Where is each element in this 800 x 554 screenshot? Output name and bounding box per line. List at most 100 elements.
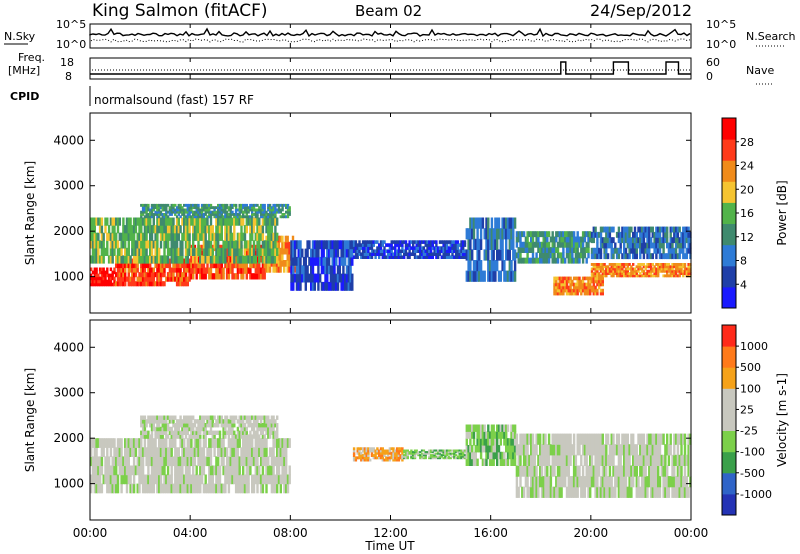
heat-cell	[249, 423, 252, 428]
heat-cell	[628, 454, 631, 466]
heat-cell	[276, 474, 279, 485]
heat-cell	[490, 445, 494, 453]
heat-cell	[240, 208, 243, 212]
heat-cell	[542, 476, 545, 488]
heat-cell	[363, 243, 367, 247]
heat-cell	[286, 260, 289, 267]
heat-cell	[340, 248, 343, 258]
heat-cell	[158, 267, 161, 273]
heat-cell	[186, 465, 189, 476]
heat-cell	[115, 483, 118, 494]
heat-cell	[606, 272, 610, 275]
heat-cell	[199, 208, 202, 212]
heat-cell	[445, 252, 449, 256]
heat-cell	[161, 263, 164, 269]
heat-cell	[327, 281, 331, 291]
heat-cell	[225, 250, 229, 257]
heat-cell	[360, 454, 363, 457]
heat-cell	[199, 210, 202, 214]
heat-cell	[172, 272, 175, 278]
heat-cell	[508, 238, 511, 250]
heat-cell	[558, 465, 561, 477]
heat-cell	[313, 248, 316, 258]
heat-cell	[624, 433, 628, 445]
heat-cell	[429, 449, 433, 452]
heat-cell	[419, 457, 422, 460]
heat-cell	[669, 272, 672, 275]
heat-cell	[388, 458, 392, 462]
heat-cell	[268, 213, 272, 216]
heat-cell	[200, 206, 204, 210]
heat-cell	[363, 249, 367, 253]
heat-cell	[683, 263, 687, 266]
heat-cell	[603, 444, 606, 456]
heat-cell	[623, 274, 626, 278]
heat-cell	[352, 451, 356, 455]
heat-cell	[449, 246, 452, 250]
heat-cell	[217, 255, 220, 264]
heat-cell	[268, 419, 272, 424]
heat-cell	[93, 276, 96, 281]
heat-cell	[667, 454, 671, 466]
heat-cell	[181, 474, 184, 485]
heat-cell	[220, 273, 223, 280]
heat-cell	[360, 456, 363, 460]
heat-cell	[619, 269, 622, 273]
heat-cell	[165, 276, 168, 282]
heat-cell	[635, 272, 638, 275]
heat-cell	[258, 465, 261, 476]
heat-cell	[181, 208, 184, 212]
heat-cell	[361, 449, 365, 453]
heat-cell	[406, 455, 409, 458]
heat-cell	[395, 451, 399, 455]
heat-cell	[261, 483, 265, 494]
heat-cell	[242, 206, 245, 210]
heat-cell	[678, 237, 681, 244]
heat-cell	[476, 424, 479, 432]
heat-cell	[424, 249, 427, 253]
heat-cell	[603, 247, 606, 254]
heat-cell	[286, 438, 290, 448]
heat-cell	[649, 263, 653, 266]
heat-cell	[211, 438, 214, 448]
heat-cell	[640, 465, 644, 477]
heat-cell	[217, 247, 220, 256]
heat-cell	[283, 266, 286, 273]
heat-cell	[188, 267, 191, 273]
heat-cell	[542, 433, 545, 445]
heat-cell	[485, 458, 488, 466]
heat-cell	[435, 246, 438, 250]
heat-cell	[676, 263, 680, 266]
heat-cell	[567, 486, 570, 498]
heat-cell	[145, 281, 148, 287]
heat-cell	[288, 213, 291, 216]
heat-cell	[267, 206, 270, 210]
heat-cell	[515, 465, 519, 477]
heat-cell	[315, 248, 318, 258]
heat-cell	[601, 433, 604, 445]
heat-cell	[245, 434, 248, 439]
heat-cell	[220, 247, 223, 256]
heat-cell	[215, 261, 218, 269]
heat-cell	[397, 249, 401, 253]
heat-cell	[673, 263, 676, 266]
heat-cell	[458, 454, 461, 457]
heat-cell	[596, 291, 599, 296]
heat-cell	[479, 228, 483, 240]
heat-cell	[678, 486, 681, 498]
heat-cell	[127, 225, 130, 234]
heat-cell	[242, 203, 245, 207]
heat-cell	[211, 430, 214, 435]
heat-cell	[104, 282, 107, 287]
heat-cell	[231, 255, 234, 264]
heat-cell	[132, 272, 136, 278]
heat-cell	[412, 249, 415, 253]
heat-cell	[179, 276, 182, 282]
heat-cell	[225, 415, 229, 420]
heat-cell	[560, 288, 563, 293]
heat-cell	[603, 265, 606, 269]
heat-cell	[608, 231, 612, 238]
heat-cell	[574, 257, 578, 264]
heat-cell	[147, 415, 150, 420]
heat-cell	[149, 225, 152, 234]
